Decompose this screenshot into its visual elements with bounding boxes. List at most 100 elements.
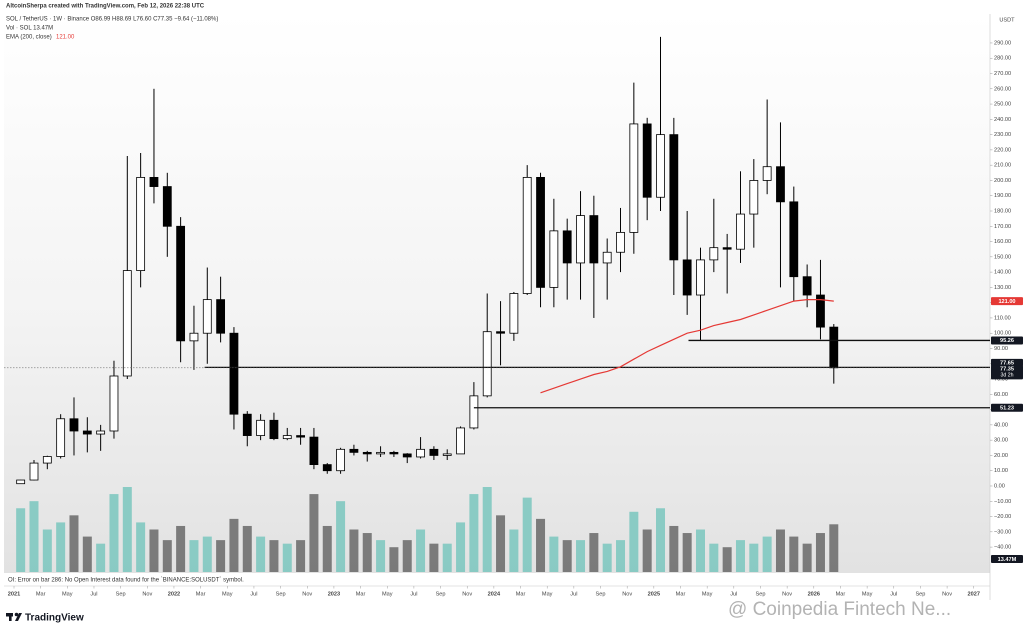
y-tick-label: 180.00	[994, 208, 1011, 214]
candle-body	[136, 176, 146, 271]
x-tick-label: Jul	[410, 591, 417, 597]
candle-body	[242, 413, 252, 436]
candle-body	[69, 418, 79, 432]
volume-bar	[296, 540, 306, 572]
y-tick-label: 280.00	[994, 56, 1011, 62]
y-tick-label: 210.00	[994, 163, 1011, 169]
y-tick-label: 40.00	[994, 422, 1008, 428]
x-tick-label: Sep	[915, 591, 925, 597]
volume-bar	[669, 525, 679, 572]
candle-body	[82, 430, 92, 435]
candle-body	[202, 299, 212, 334]
volume-bar	[789, 536, 799, 572]
y-tick-label: 200.00	[994, 178, 1011, 184]
candle-body	[802, 276, 812, 296]
candle-body	[96, 430, 106, 435]
x-tick-label: Nov	[302, 591, 312, 597]
volume-bar	[269, 540, 279, 572]
candle-body	[336, 448, 345, 472]
volume-bar	[602, 543, 612, 572]
y-tick-label: 100.00	[994, 331, 1011, 337]
logo-shape	[15, 613, 22, 621]
watermark: @ Coinpedia Fintech Ne...	[728, 599, 951, 620]
candle-body	[296, 435, 305, 438]
candle-body	[29, 462, 39, 481]
candle-body	[389, 451, 399, 455]
candle-body	[216, 299, 226, 334]
volume-bar	[29, 501, 39, 572]
y-tick-label: 290.00	[994, 40, 1011, 46]
volume-bar	[775, 529, 785, 572]
y-tick-label: 110.00	[994, 315, 1011, 321]
y-tick-label: 60.00	[994, 392, 1008, 398]
volume-bar	[149, 529, 159, 572]
x-tick-label: Sep	[276, 591, 286, 597]
price-tag	[991, 336, 1023, 345]
x-tick-label: Mar	[836, 591, 846, 597]
y-tick-label: 30.00	[994, 438, 1008, 444]
volume-bar	[282, 543, 292, 572]
volume-bar	[376, 540, 386, 572]
x-tick-label: 2025	[648, 591, 660, 597]
volume-bar	[162, 540, 172, 572]
x-tick-label: Sep	[596, 591, 606, 597]
y-tick-label: 230.00	[994, 132, 1011, 138]
price-tag	[991, 358, 1023, 367]
x-tick-label: 2027	[968, 591, 980, 597]
volume-bar	[749, 543, 759, 572]
volume-bar	[762, 536, 772, 572]
candle-body	[442, 453, 452, 456]
y-tick-label: −20.00	[994, 514, 1011, 520]
volume-tag	[991, 555, 1023, 563]
volume-bar	[242, 525, 252, 572]
y-tick-label: 70.00	[994, 377, 1008, 383]
volume-bar	[496, 515, 506, 572]
candle-body	[282, 435, 292, 440]
candle-body	[789, 201, 799, 278]
y-tick-label: 250.00	[994, 102, 1011, 108]
volume-bar	[456, 522, 466, 572]
countdown-label: 3d 2h	[1001, 373, 1014, 379]
x-tick-label: May	[542, 591, 553, 597]
volume-bar	[682, 533, 692, 572]
volume-bar	[616, 540, 626, 572]
y-tick-label: 20.00	[994, 453, 1008, 459]
volume-bar	[322, 525, 332, 572]
x-tick-label: 2023	[328, 591, 340, 597]
candle-body	[576, 215, 585, 264]
candle-body	[56, 418, 66, 457]
candle-body	[456, 427, 465, 455]
x-tick-label: Jul	[730, 591, 737, 597]
candle-body	[682, 259, 692, 296]
candle-body	[402, 453, 412, 458]
candle-body	[642, 123, 652, 198]
volume-bar	[216, 540, 226, 572]
y-tick-label: 0.00	[994, 483, 1005, 489]
x-tick-label: May	[702, 591, 713, 597]
x-tick-label: 2026	[808, 591, 820, 597]
volume-bar	[109, 494, 119, 572]
x-tick-label: Mar	[196, 591, 206, 597]
volume-bar	[96, 543, 106, 572]
symbol-legend: SOL / TetherUS · 1W · Binance O86.99 H88…	[6, 17, 218, 23]
currency-label: USDT	[999, 17, 1015, 23]
candle-body	[469, 395, 479, 429]
candle-body	[629, 123, 639, 233]
volume-bar	[815, 533, 825, 572]
price-tag-label: 95.26	[1000, 338, 1014, 344]
logo-shape	[9, 613, 12, 621]
candle-body	[709, 247, 719, 261]
candle-body	[122, 270, 132, 377]
y-tick-label: 90.00	[994, 346, 1008, 352]
volume-bar	[229, 518, 239, 572]
oi-note: OI: Error on bar 286: No Open Interest d…	[8, 578, 244, 584]
volume-bar	[402, 540, 412, 572]
candle-body	[589, 215, 599, 264]
x-tick-label: Sep	[756, 591, 766, 597]
plot-area	[4, 14, 990, 573]
x-tick-label: Nov	[622, 591, 632, 597]
candle-body	[602, 251, 612, 264]
x-tick-label: 2021	[8, 591, 20, 597]
current-price-tag	[991, 365, 1023, 380]
candle-body	[829, 326, 839, 369]
